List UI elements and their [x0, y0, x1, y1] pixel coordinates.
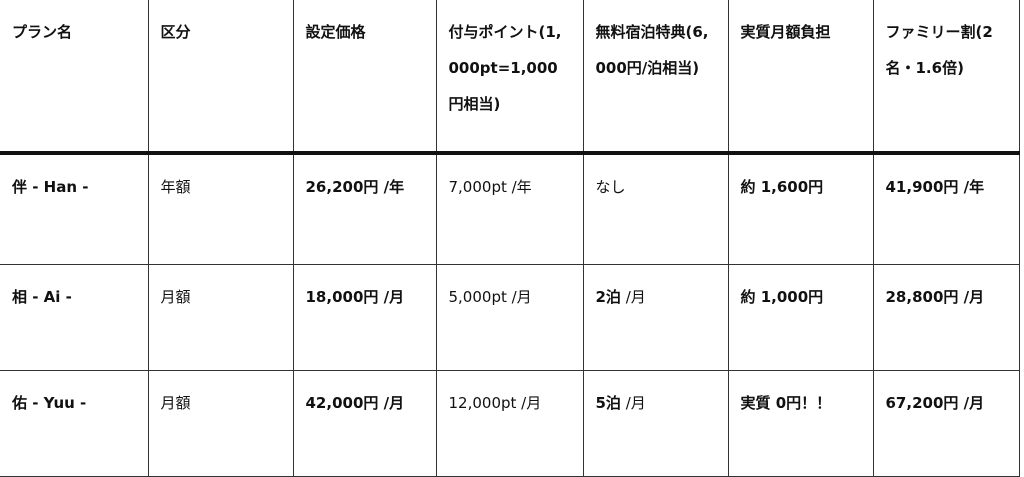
- price-text: 26,200円 /年: [305, 178, 405, 196]
- table-row: 伴 - Han - 年額 26,200円 /年 7,000pt /年 なし 約 …: [0, 152, 1020, 265]
- family-text: 41,900円 /年: [885, 178, 985, 196]
- price-text: 42,000円 /月: [305, 394, 405, 412]
- header-plan-name: プラン名: [0, 0, 149, 155]
- header-free-stay: 無料宿泊特典(6,000円/泊相当): [582, 0, 729, 155]
- plan-family: 41,900円 /年: [872, 152, 1020, 265]
- burden-text: 約 1,000円: [740, 288, 824, 306]
- header-row: プラン名 区分 設定価格 付与ポイント(1,000pt=1,000円相当) 無料…: [0, 0, 1020, 155]
- table-row: 佑 - Yuu - 月額 42,000円 /月 12,000pt /月 5泊 /…: [0, 370, 1020, 477]
- header-family-discount: ファミリー割(2名・1.6倍): [872, 0, 1020, 155]
- plan-free-stay: 5泊 /月: [582, 370, 729, 477]
- header-monthly-burden: 実質月額負担: [727, 0, 874, 155]
- table-row: 相 - Ai - 月額 18,000円 /月 5,000pt /月 2泊 /月 …: [0, 264, 1020, 371]
- plan-burden: 約 1,600円: [727, 152, 874, 265]
- plan-price: 26,200円 /年: [292, 152, 437, 265]
- stay-count: 2泊: [595, 288, 621, 306]
- stay-unit: /月: [620, 288, 646, 306]
- stay-unit: なし: [595, 178, 626, 196]
- stay-count: 5泊: [595, 394, 621, 412]
- plan-name-text: 佑 - Yuu -: [12, 394, 87, 412]
- header-points: 付与ポイント(1,000pt=1,000円相当): [435, 0, 584, 155]
- plan-free-stay: 2泊 /月: [582, 264, 729, 371]
- header-type: 区分: [147, 0, 294, 155]
- plan-type: 年額: [147, 152, 294, 265]
- plan-family: 28,800円 /月: [872, 264, 1020, 371]
- plan-type: 月額: [147, 370, 294, 477]
- plan-burden: 実質 0円！！: [727, 370, 874, 477]
- plan-name: 伴 - Han -: [0, 152, 149, 265]
- burden-text: 実質 0円！！: [740, 394, 832, 412]
- header-price: 設定価格: [292, 0, 437, 155]
- plan-points: 12,000pt /月: [435, 370, 584, 477]
- plan-type: 月額: [147, 264, 294, 371]
- plan-name-text: 伴 - Han -: [12, 178, 89, 196]
- plan-name-text: 相 - Ai -: [12, 288, 72, 306]
- price-text: 18,000円 /月: [305, 288, 405, 306]
- plan-points: 5,000pt /月: [435, 264, 584, 371]
- family-text: 67,200円 /月: [885, 394, 985, 412]
- stay-unit: /月: [620, 394, 646, 412]
- plan-points: 7,000pt /年: [435, 152, 584, 265]
- plan-price: 42,000円 /月: [292, 370, 437, 477]
- family-text: 28,800円 /月: [885, 288, 985, 306]
- plan-free-stay: なし: [582, 152, 729, 265]
- plan-burden: 約 1,000円: [727, 264, 874, 371]
- burden-text: 約 1,600円: [740, 178, 824, 196]
- plan-price: 18,000円 /月: [292, 264, 437, 371]
- plan-family: 67,200円 /月: [872, 370, 1020, 477]
- plan-name: 佑 - Yuu -: [0, 370, 149, 477]
- plan-name: 相 - Ai -: [0, 264, 149, 371]
